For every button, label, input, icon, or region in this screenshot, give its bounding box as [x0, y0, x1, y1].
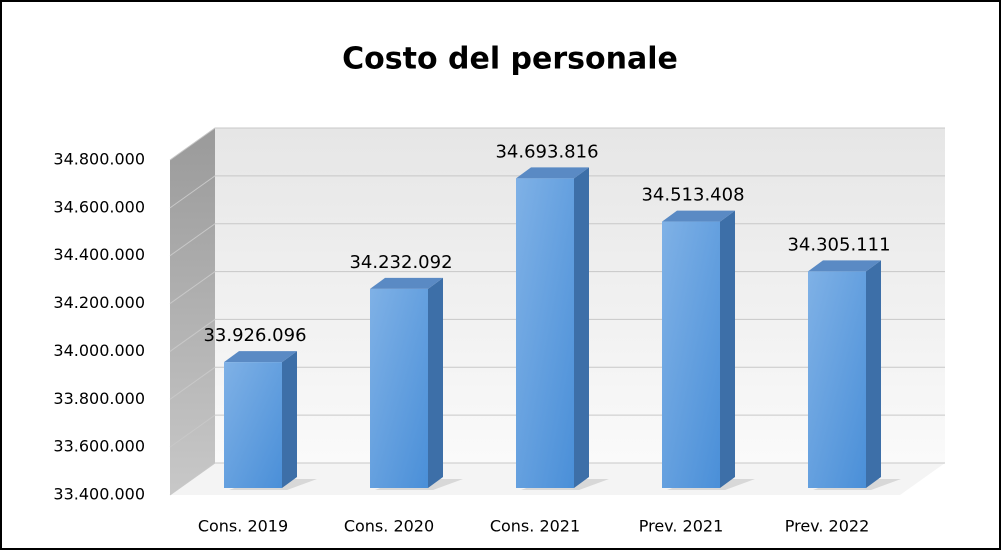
- y-tick-label: 34.000.000: [53, 341, 145, 360]
- x-tick-label: Cons. 2021: [490, 517, 580, 536]
- value-label: 33.926.096: [203, 325, 306, 346]
- x-tick-label: Cons. 2020: [344, 517, 434, 536]
- grid-line: [169, 127, 945, 161]
- y-tick-label: 33.600.000: [53, 437, 145, 456]
- y-tick-label: 33.400.000: [53, 485, 145, 504]
- bar-top: [370, 277, 443, 289]
- y-tick-label: 34.800.000: [53, 150, 145, 169]
- y-tick-label: 33.800.000: [53, 389, 145, 408]
- bar-top: [662, 210, 735, 222]
- x-tick-label: Prev. 2021: [639, 517, 724, 536]
- y-tick-label: 34.400.000: [53, 245, 145, 264]
- bar-side: [428, 277, 443, 488]
- side-wall: [170, 128, 215, 495]
- bar: [662, 221, 720, 488]
- bar-side: [282, 351, 297, 488]
- y-tick-label: 34.200.000: [53, 293, 145, 312]
- bar-side: [866, 260, 881, 488]
- chart-title: Costo del personale: [342, 42, 678, 77]
- bar-top: [516, 167, 589, 179]
- grid-line: [169, 175, 945, 209]
- value-label: 34.513.408: [641, 185, 744, 206]
- y-tick-label: 34.600.000: [53, 197, 145, 216]
- bar: [370, 288, 428, 488]
- bar-top: [224, 351, 297, 363]
- bar-side: [574, 167, 589, 488]
- bar-top: [808, 260, 881, 272]
- value-label: 34.693.816: [495, 141, 598, 162]
- bar: [516, 178, 574, 488]
- bar: [808, 271, 866, 488]
- value-label: 34.232.092: [349, 252, 452, 273]
- x-tick-label: Cons. 2019: [198, 517, 288, 536]
- value-label: 34.305.111: [787, 234, 890, 255]
- bar: [224, 362, 282, 488]
- x-tick-label: Prev. 2022: [785, 517, 870, 536]
- bar-side: [720, 210, 735, 488]
